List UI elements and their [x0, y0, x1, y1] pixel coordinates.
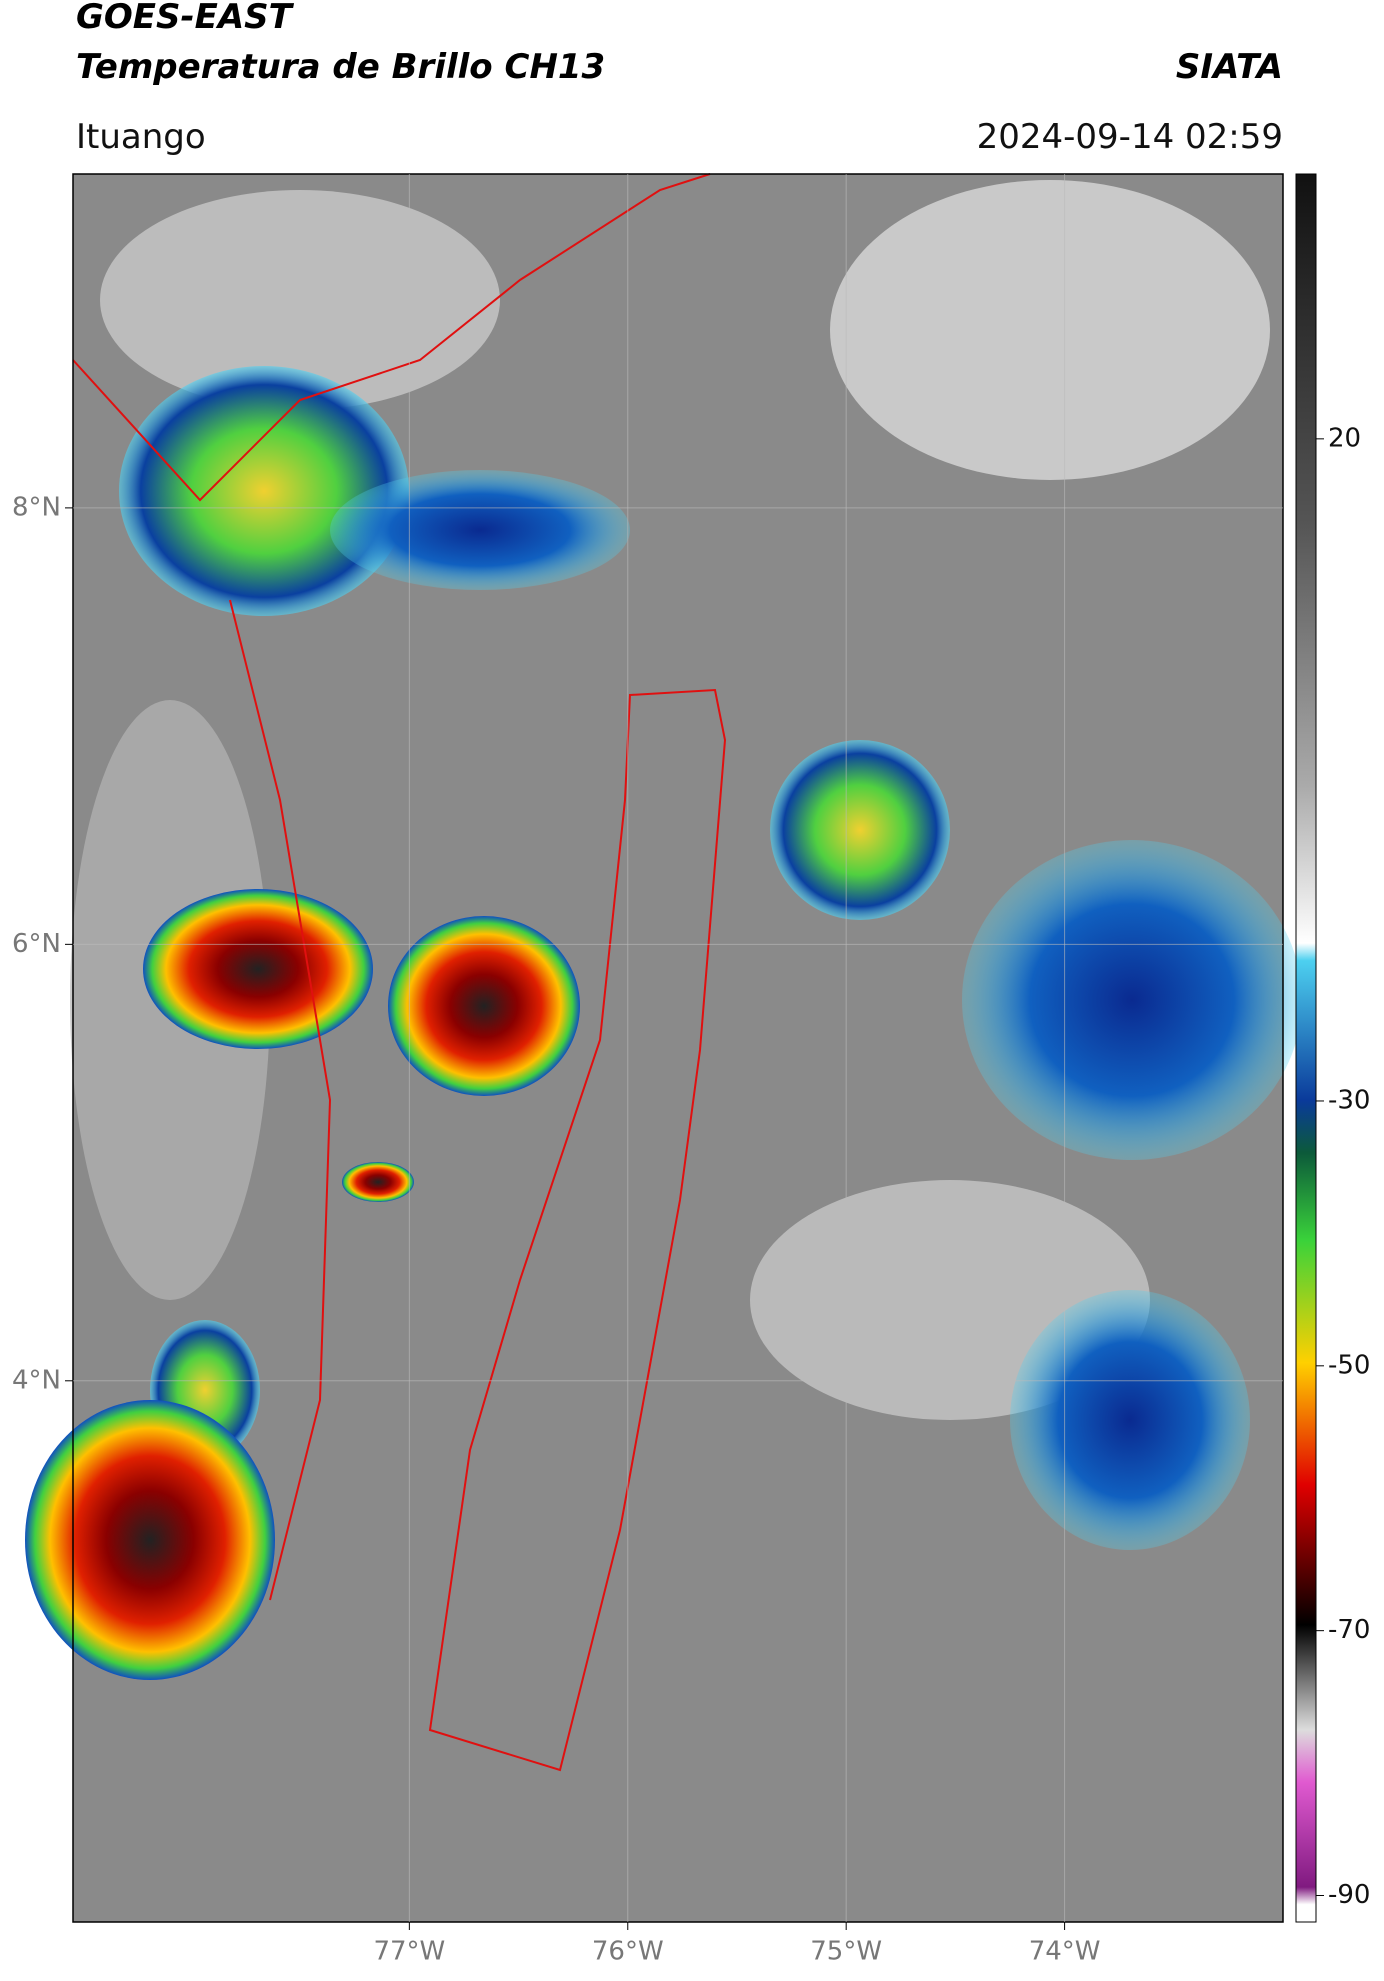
colorbar-label: -50 [1328, 1350, 1370, 1380]
subtitle: Temperatura de Brillo CH13 [76, 47, 605, 87]
source: SIATA [1176, 47, 1283, 87]
x-tick-label: 75°W [810, 1937, 882, 1967]
colorbar-label: 20 [1328, 423, 1361, 453]
y-tick-label: 6°N [12, 929, 61, 959]
y-tick-label: 4°N [12, 1365, 61, 1395]
x-tick-label: 76°W [592, 1937, 664, 1967]
x-tick-label: 74°W [1029, 1937, 1101, 1967]
colorbar-label: -90 [1328, 1880, 1370, 1910]
x-tick-label: 77°W [373, 1937, 445, 1967]
colorbar [1295, 173, 1317, 1923]
datetime: 2024-09-14 02:59 [977, 117, 1283, 157]
y-tick-label: 8°N [12, 492, 61, 522]
location: Ituango [76, 117, 206, 157]
map-image [25, 173, 1302, 1923]
colorbar-label: -30 [1328, 1085, 1370, 1115]
colorbar-label: -70 [1328, 1615, 1370, 1645]
title: GOES-EAST [76, 0, 295, 37]
